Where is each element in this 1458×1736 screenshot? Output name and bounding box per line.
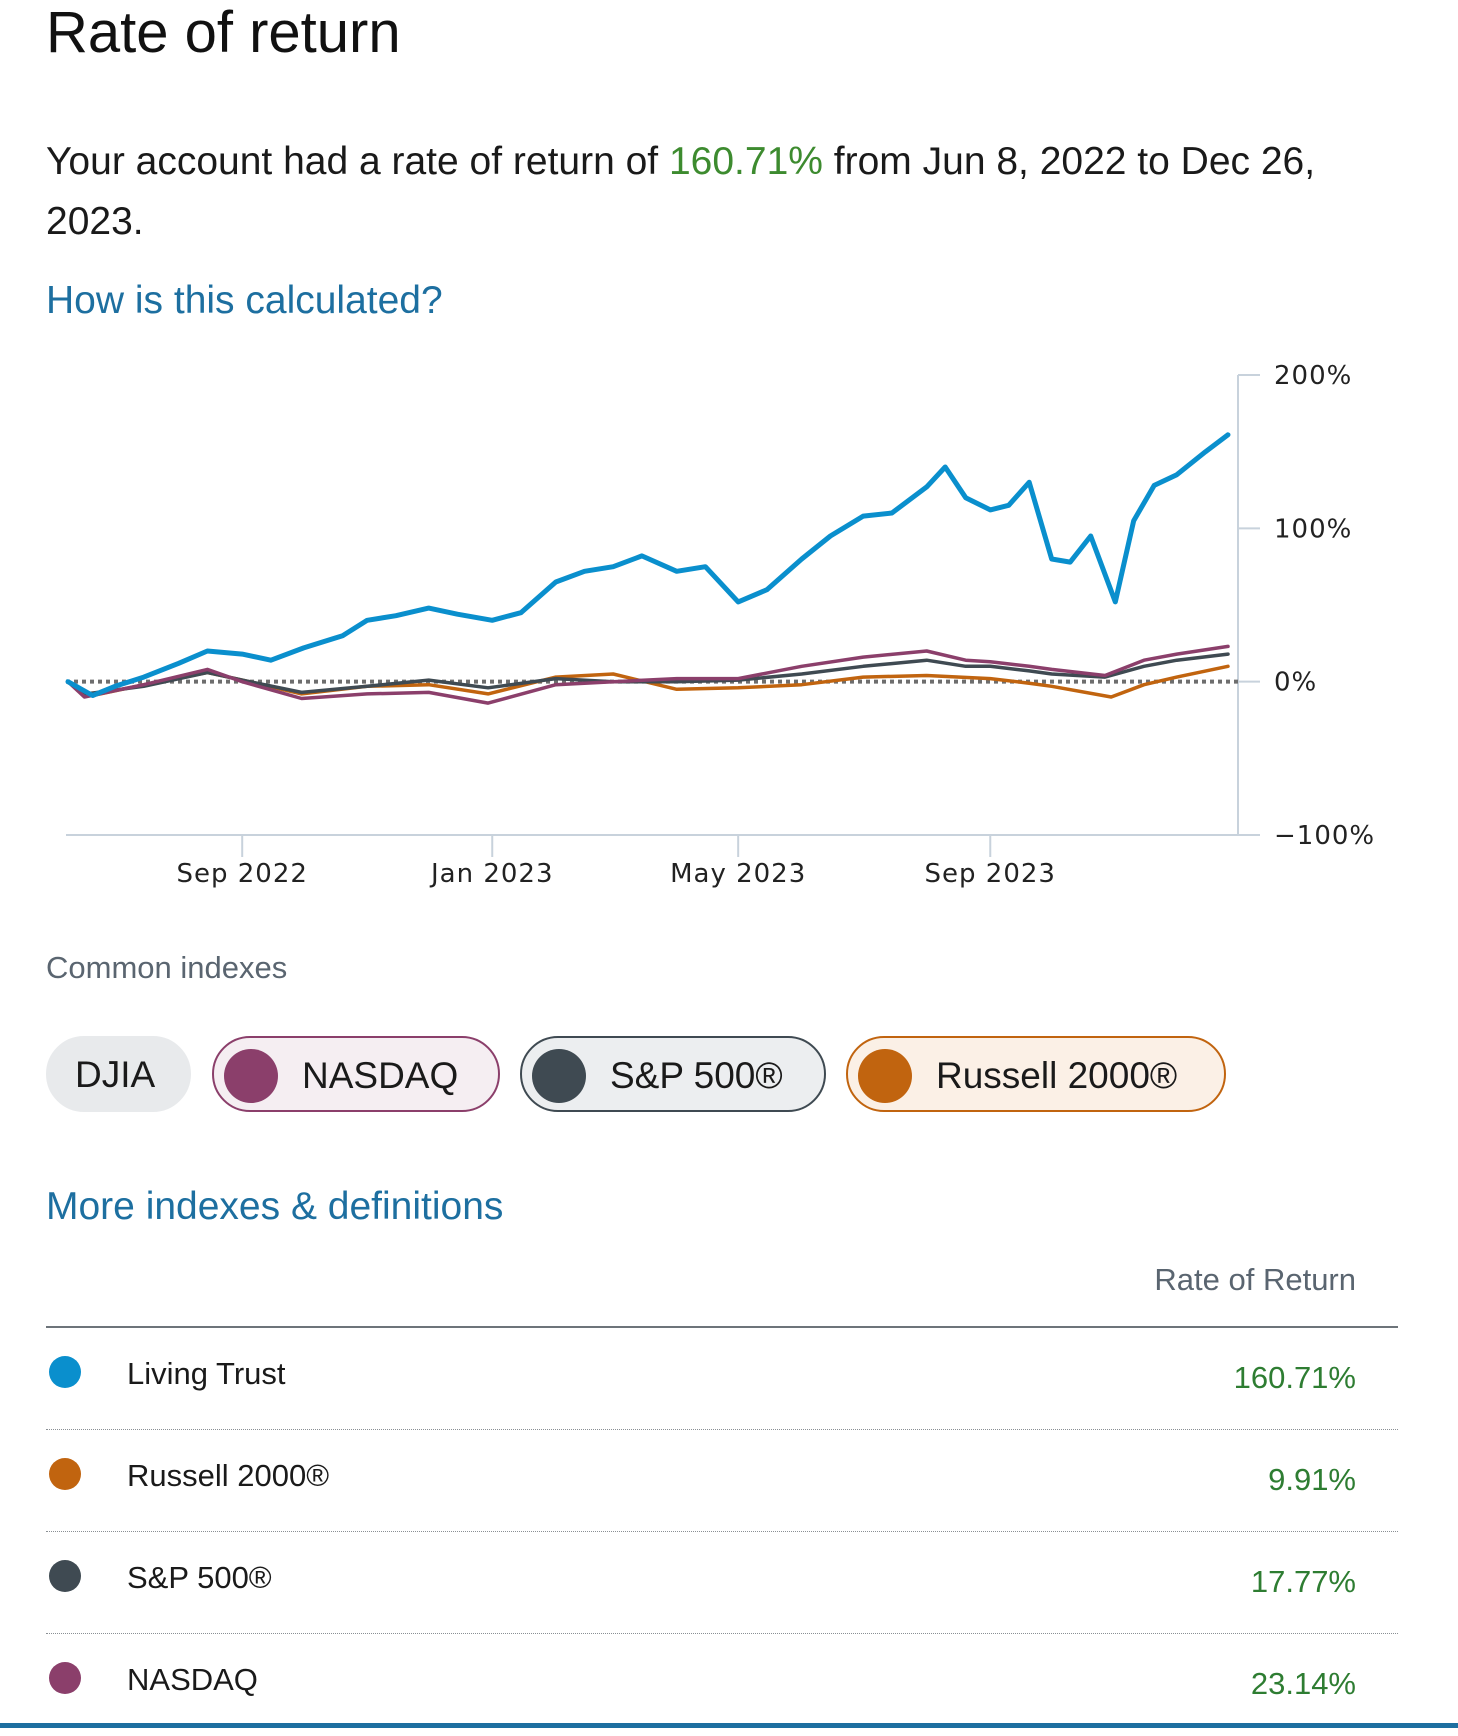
chip-russell2000[interactable]: Russell 2000® [846, 1036, 1226, 1112]
row-value: 9.91% [1268, 1462, 1356, 1497]
bottom-accent-bar [0, 1723, 1458, 1728]
y-tick-label: −100% [1274, 821, 1375, 851]
row-value: 17.77% [1250, 1564, 1356, 1599]
series-line-living-trust [65, 432, 1231, 698]
return-summary: Your account had a rate of return of 160… [46, 132, 1406, 252]
y-tick-label: 100% [1274, 514, 1352, 544]
chip-label: NASDAQ [302, 1055, 459, 1096]
summary-rate-value: 160.71% [668, 140, 823, 183]
y-tick-label: 0% [1274, 668, 1317, 698]
nasdaq-color-dot [224, 1049, 278, 1103]
series-line-nasdaq [66, 644, 1230, 705]
row-divider [46, 1633, 1398, 1634]
rate-of-return-chart: 200% 100% 0% −100% Sep 2022 Jan 2023 May 2023 S… [65, 361, 1375, 889]
returns-table: Living Trust 160.71% Russell 2000® 9.91%… [46, 1326, 1398, 1736]
row-name: Living Trust [127, 1356, 286, 1391]
russell-color-dot [858, 1049, 912, 1103]
rate-of-return-column-header: Rate of Return [1154, 1262, 1356, 1297]
living-trust-color-dot [49, 1356, 81, 1388]
nasdaq-color-dot [49, 1662, 81, 1694]
sp500-color-dot [532, 1049, 586, 1103]
table-row-sp500: S&P 500® 17.77% [46, 1532, 1398, 1634]
chip-label: S&P 500® [610, 1055, 783, 1096]
table-row-nasdaq: NASDAQ 23.14% [46, 1634, 1398, 1736]
common-indexes-label: Common indexes [46, 950, 288, 985]
chip-nasdaq[interactable]: NASDAQ [212, 1036, 500, 1112]
table-row-living-trust: Living Trust 160.71% [46, 1328, 1398, 1430]
row-name: Russell 2000® [127, 1458, 330, 1493]
chip-label: Russell 2000® [936, 1055, 1178, 1096]
summary-prefix: Your account had a rate of return of [46, 140, 669, 183]
row-value: 160.71% [1233, 1360, 1356, 1395]
row-name: NASDAQ [127, 1662, 258, 1697]
chip-djia[interactable]: DJIA [46, 1036, 191, 1112]
summary-suffix: from Jun 8, 2022 to Dec 26, 2023. [46, 140, 1316, 243]
chip-sp500[interactable]: S&P 500® [520, 1036, 826, 1112]
russell-color-dot [49, 1458, 81, 1490]
row-divider [46, 1531, 1398, 1532]
how-calculated-link[interactable]: How is this calculated? [46, 279, 443, 322]
x-tick-label: Sep 2023 [925, 859, 1056, 889]
sp500-color-dot [49, 1560, 81, 1592]
row-value: 23.14% [1250, 1666, 1356, 1701]
row-name: S&P 500® [127, 1560, 272, 1595]
table-row-russell2000: Russell 2000® 9.91% [46, 1430, 1398, 1532]
more-indexes-link[interactable]: More indexes & definitions [46, 1185, 504, 1228]
x-tick-label: May 2023 [670, 859, 806, 889]
page-title: Rate of return [46, 0, 401, 65]
table-top-rule [46, 1326, 1398, 1328]
chip-label: DJIA [75, 1054, 156, 1095]
y-tick-label: 200% [1274, 361, 1352, 391]
row-divider [46, 1429, 1398, 1430]
x-tick-label: Jan 2023 [429, 859, 554, 889]
x-tick-label: Sep 2022 [176, 859, 307, 889]
